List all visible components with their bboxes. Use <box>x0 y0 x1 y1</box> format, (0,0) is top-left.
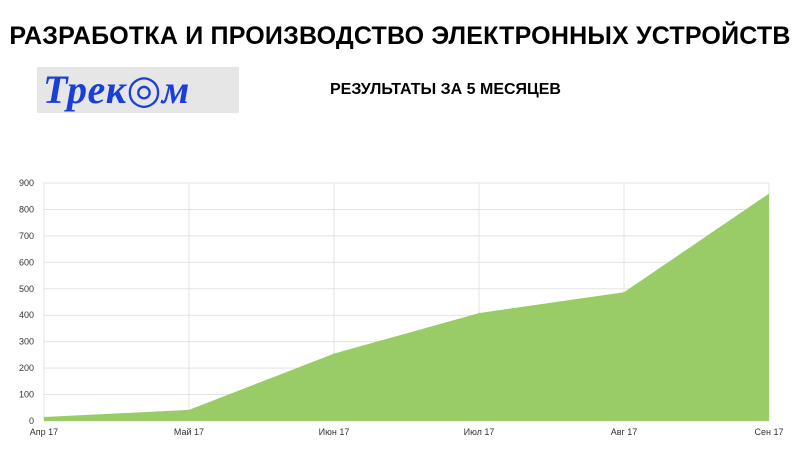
x-tick-label: Апр 17 <box>30 427 58 437</box>
area-chart: 0 100 200 300 400 500 600 700 800 900 Апр 17 Май 17… <box>19 178 784 437</box>
y-tick-label: 100 <box>19 390 34 400</box>
logo-text: Трек◎м <box>43 67 190 112</box>
y-tick-label: 900 <box>19 178 34 188</box>
y-tick-label: 700 <box>19 231 34 241</box>
data-point <box>768 193 770 195</box>
x-tick-label: Сен 17 <box>755 427 784 437</box>
company-logo: Трек◎м <box>37 67 239 113</box>
y-tick-label: 0 <box>29 416 34 426</box>
y-tick-label: 800 <box>19 204 34 214</box>
data-point <box>478 312 480 314</box>
page-title: РАЗРАБОТКА И ПРОИЗВОДСТВО ЭЛЕКТРОННЫХ УС… <box>9 22 791 50</box>
y-tick-label: 600 <box>19 257 34 267</box>
y-tick-label: 500 <box>19 284 34 294</box>
x-tick-label: Июн 17 <box>319 427 350 437</box>
x-tick-label: Май 17 <box>174 427 204 437</box>
y-tick-label: 200 <box>19 363 34 373</box>
x-tick-label: Авг 17 <box>611 427 638 437</box>
data-point <box>43 416 45 418</box>
data-point <box>333 353 335 355</box>
y-tick-label: 400 <box>19 310 34 320</box>
x-tick-label: Июл 17 <box>464 427 495 437</box>
y-tick-label: 300 <box>19 337 34 347</box>
data-point <box>623 291 625 293</box>
chart-subtitle: РЕЗУЛЬТАТЫ ЗА 5 МЕСЯЦЕВ <box>330 81 561 98</box>
series-area <box>44 193 769 421</box>
data-point <box>188 409 190 411</box>
